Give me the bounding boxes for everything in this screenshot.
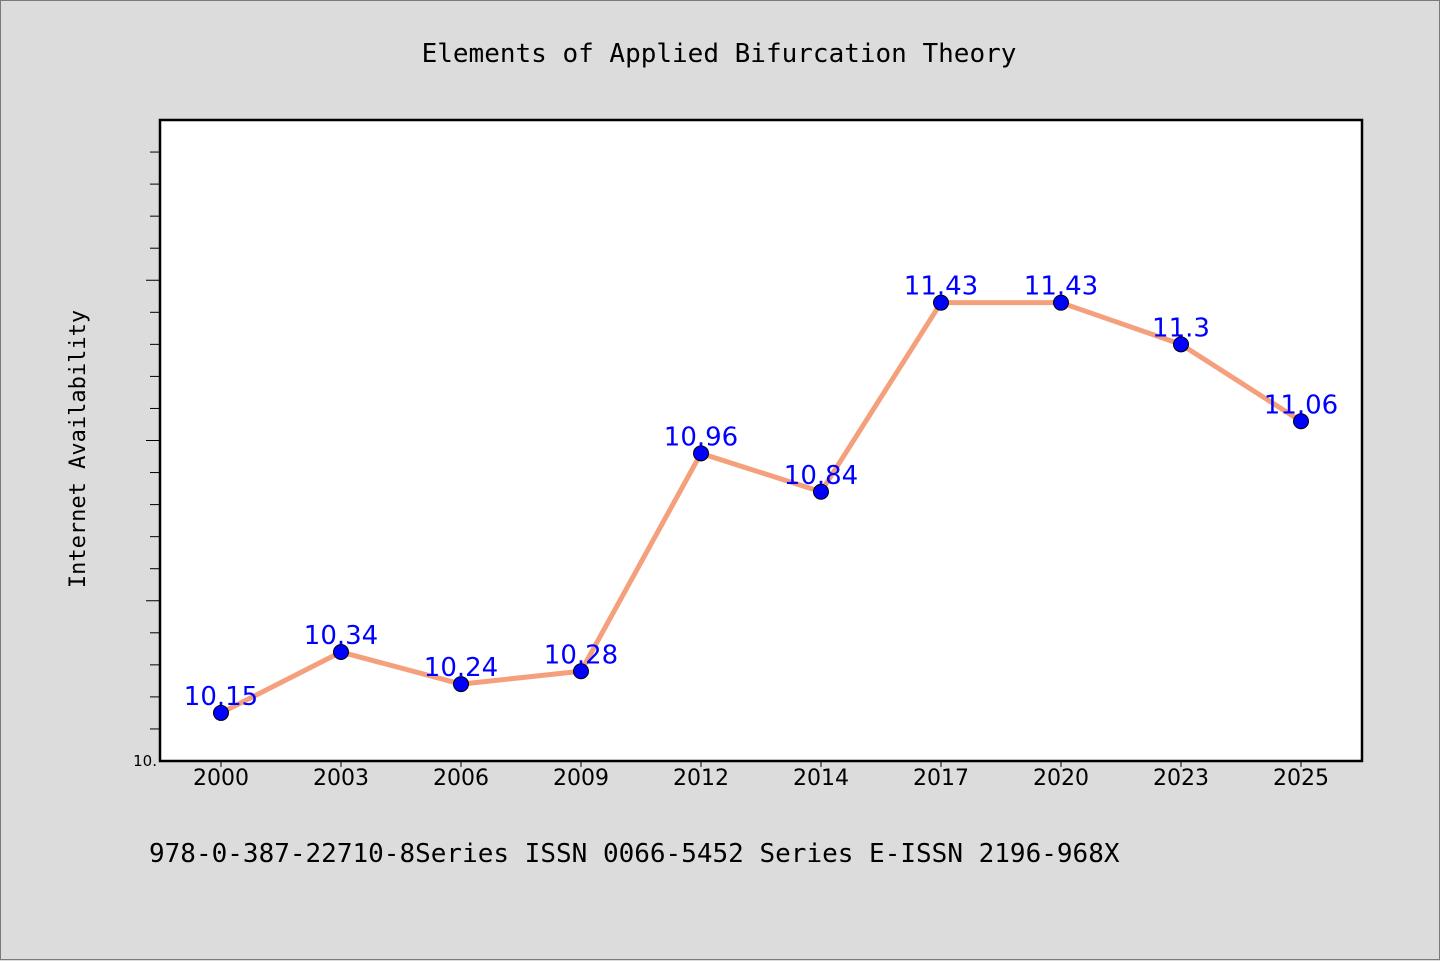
data-label: 11.43 bbox=[1024, 272, 1098, 302]
data-label: 11.43 bbox=[904, 272, 978, 302]
data-label: 10.34 bbox=[304, 621, 378, 651]
y-tick-label: 10. bbox=[133, 752, 157, 770]
data-point bbox=[933, 294, 949, 311]
series-line bbox=[218, 300, 1304, 716]
x-axis-ticks: 2000 2003 2006 2009 2012 2014 2017 2020 2023 2025 bbox=[193, 761, 1329, 791]
data-markers bbox=[213, 294, 1309, 721]
y-axis-ticks: 10. bbox=[133, 151, 160, 770]
data-point bbox=[213, 704, 229, 721]
y-axis-label: Internet Availability bbox=[66, 310, 91, 588]
data-point bbox=[333, 644, 349, 661]
x-tick-label: 2023 bbox=[1153, 766, 1209, 791]
x-tick-label: 2014 bbox=[793, 766, 849, 791]
data-point bbox=[1173, 336, 1189, 353]
data-label: 10.24 bbox=[424, 653, 498, 683]
data-label: 10.28 bbox=[544, 640, 618, 670]
data-label: 10.96 bbox=[664, 422, 738, 452]
data-labels: 10.15 10.34 10.24 10.28 10.96 10.84 11.43 11.43… bbox=[184, 272, 1338, 712]
x-tick-label: 2020 bbox=[1033, 766, 1089, 791]
x-tick-label: 2003 bbox=[313, 766, 369, 791]
x-tick-label: 2025 bbox=[1273, 766, 1329, 791]
data-point bbox=[573, 663, 589, 680]
data-point bbox=[453, 676, 469, 693]
data-point bbox=[693, 445, 709, 462]
series-line-group bbox=[218, 300, 1304, 716]
data-point bbox=[1053, 294, 1069, 311]
data-label: 11.3 bbox=[1152, 313, 1210, 343]
plot-area bbox=[158, 118, 1364, 763]
data-point bbox=[813, 483, 829, 500]
data-label: 10.84 bbox=[784, 461, 858, 491]
x-tick-label: 2000 bbox=[193, 766, 249, 791]
x-tick-label: 2012 bbox=[673, 766, 729, 791]
data-label: 10.15 bbox=[184, 682, 258, 712]
x-tick-label: 2017 bbox=[913, 766, 969, 791]
footer-isbn-text: 978-0-387-22710-8Series ISSN 0066-5452 S… bbox=[149, 839, 1120, 869]
chart-title: Elements of Applied Bifurcation Theory bbox=[422, 39, 1017, 69]
x-tick-label: 2006 bbox=[433, 766, 489, 791]
data-label: 11.06 bbox=[1264, 390, 1338, 420]
x-tick-label: 2009 bbox=[553, 766, 609, 791]
data-point bbox=[1293, 413, 1309, 430]
